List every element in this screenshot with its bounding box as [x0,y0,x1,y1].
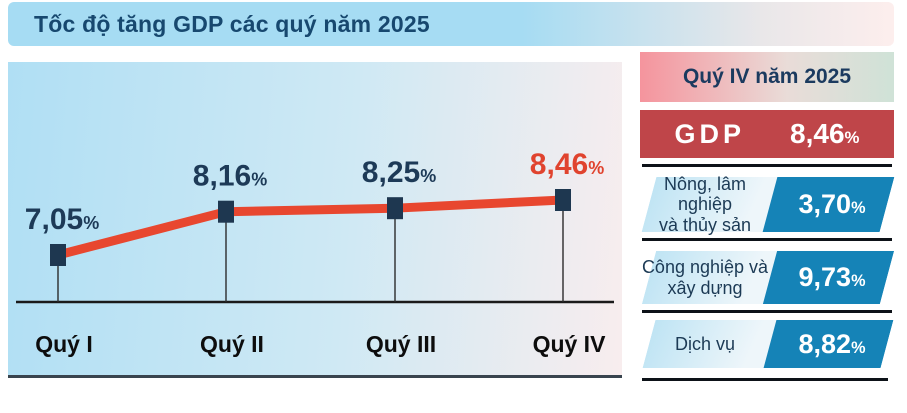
percent-sign: % [844,128,860,147]
title-bar: Tốc độ tăng GDP các quý năm 2025 [8,2,894,46]
sector-name: Công nghiệp và xây dựng [641,257,769,298]
x-tick-label: Quý III [366,331,436,357]
panel-header: Quý IV năm 2025 [640,52,894,102]
page-title: Tốc độ tăng GDP các quý năm 2025 [34,10,430,37]
gdp-line-series [53,195,568,260]
gdp-quarterly-line-chart: 7,05% 8,16% 8,25% 8,46% Quý I Quý II Quý III Qu… [8,62,622,378]
value-label: 8,46% [530,148,604,181]
value-label: 7,05% [25,203,99,236]
x-tick-label: Quý IV [533,331,607,357]
sector-value: 9,73% [798,262,866,292]
value-label: 8,25% [362,156,436,189]
quarter-summary-panel: Quý IV năm 2025 GDP 8,46% Nông, lâm nghi… [640,52,895,381]
gdp-label: GDP [674,118,746,149]
percent-sign: % [851,199,866,217]
sector-row-industry: Công nghiệp và xây dựng 9,73% [640,251,895,304]
data-point-marker [555,189,571,211]
separator-line [642,164,892,167]
sector-value: 8,82% [798,328,866,359]
sector-name: Nông, lâm nghiệp và thủy sản [658,174,752,235]
sector-row-services: Dịch vụ 8,82% [640,320,894,368]
x-tick-label: Quý I [35,331,93,357]
percent-sign: % [851,272,866,290]
sector-name: Dịch vụ [674,333,736,354]
gdp-total-row: GDP 8,46% [640,110,894,158]
value-label: 8,16% [193,160,267,193]
gdp-value: 8,46% [790,118,860,149]
separator-line [642,378,888,381]
sector-row-content: Công nghiệp và xây dựng 9,73% [640,251,894,304]
line-chart-canvas: 7,05% 8,16% 8,25% 8,46% Quý I Quý II Quý III Qu… [16,148,614,357]
sector-row-agriculture: Nông, lâm nghiệp và thủy sản 3,70% [640,174,895,235]
data-point-marker [218,200,234,223]
percent-sign: % [851,338,866,357]
sector-row-content: Dịch vụ 8,82% [640,320,894,368]
data-point-marker [387,197,403,220]
panel-header-label: Quý IV năm 2025 [682,65,852,88]
separator-line [642,238,892,241]
separator-line [642,310,892,313]
sector-row-content: Nông, lâm nghiệp và thủy sản 3,70% [640,174,894,235]
data-point-marker [50,244,66,266]
x-tick-label: Quý II [200,331,264,357]
sector-value: 3,70% [798,189,866,219]
